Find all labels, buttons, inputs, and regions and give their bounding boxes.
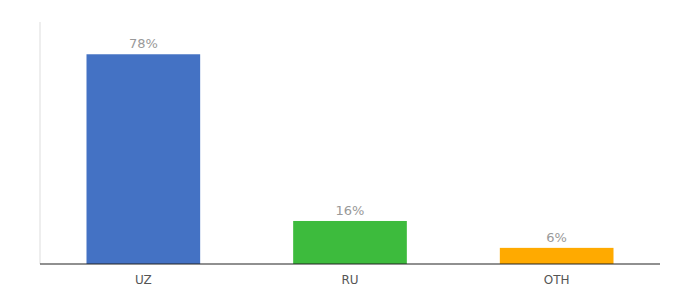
bar — [293, 221, 407, 264]
bar — [87, 54, 201, 264]
bar — [500, 248, 614, 264]
x-tick-label: OTH — [544, 273, 570, 287]
data-label: 78% — [129, 36, 158, 51]
x-tick-label: UZ — [135, 273, 152, 287]
bars — [87, 54, 614, 264]
data-label: 16% — [336, 203, 365, 218]
chart-svg: 78% 16% 6% UZ RU OTH — [0, 0, 680, 300]
chart-container: 78% 16% 6% UZ RU OTH — [0, 0, 680, 300]
x-axis-line — [40, 263, 660, 264]
y-axis-line — [40, 22, 41, 264]
data-label: 6% — [546, 230, 567, 245]
x-tick-label: RU — [341, 273, 358, 287]
